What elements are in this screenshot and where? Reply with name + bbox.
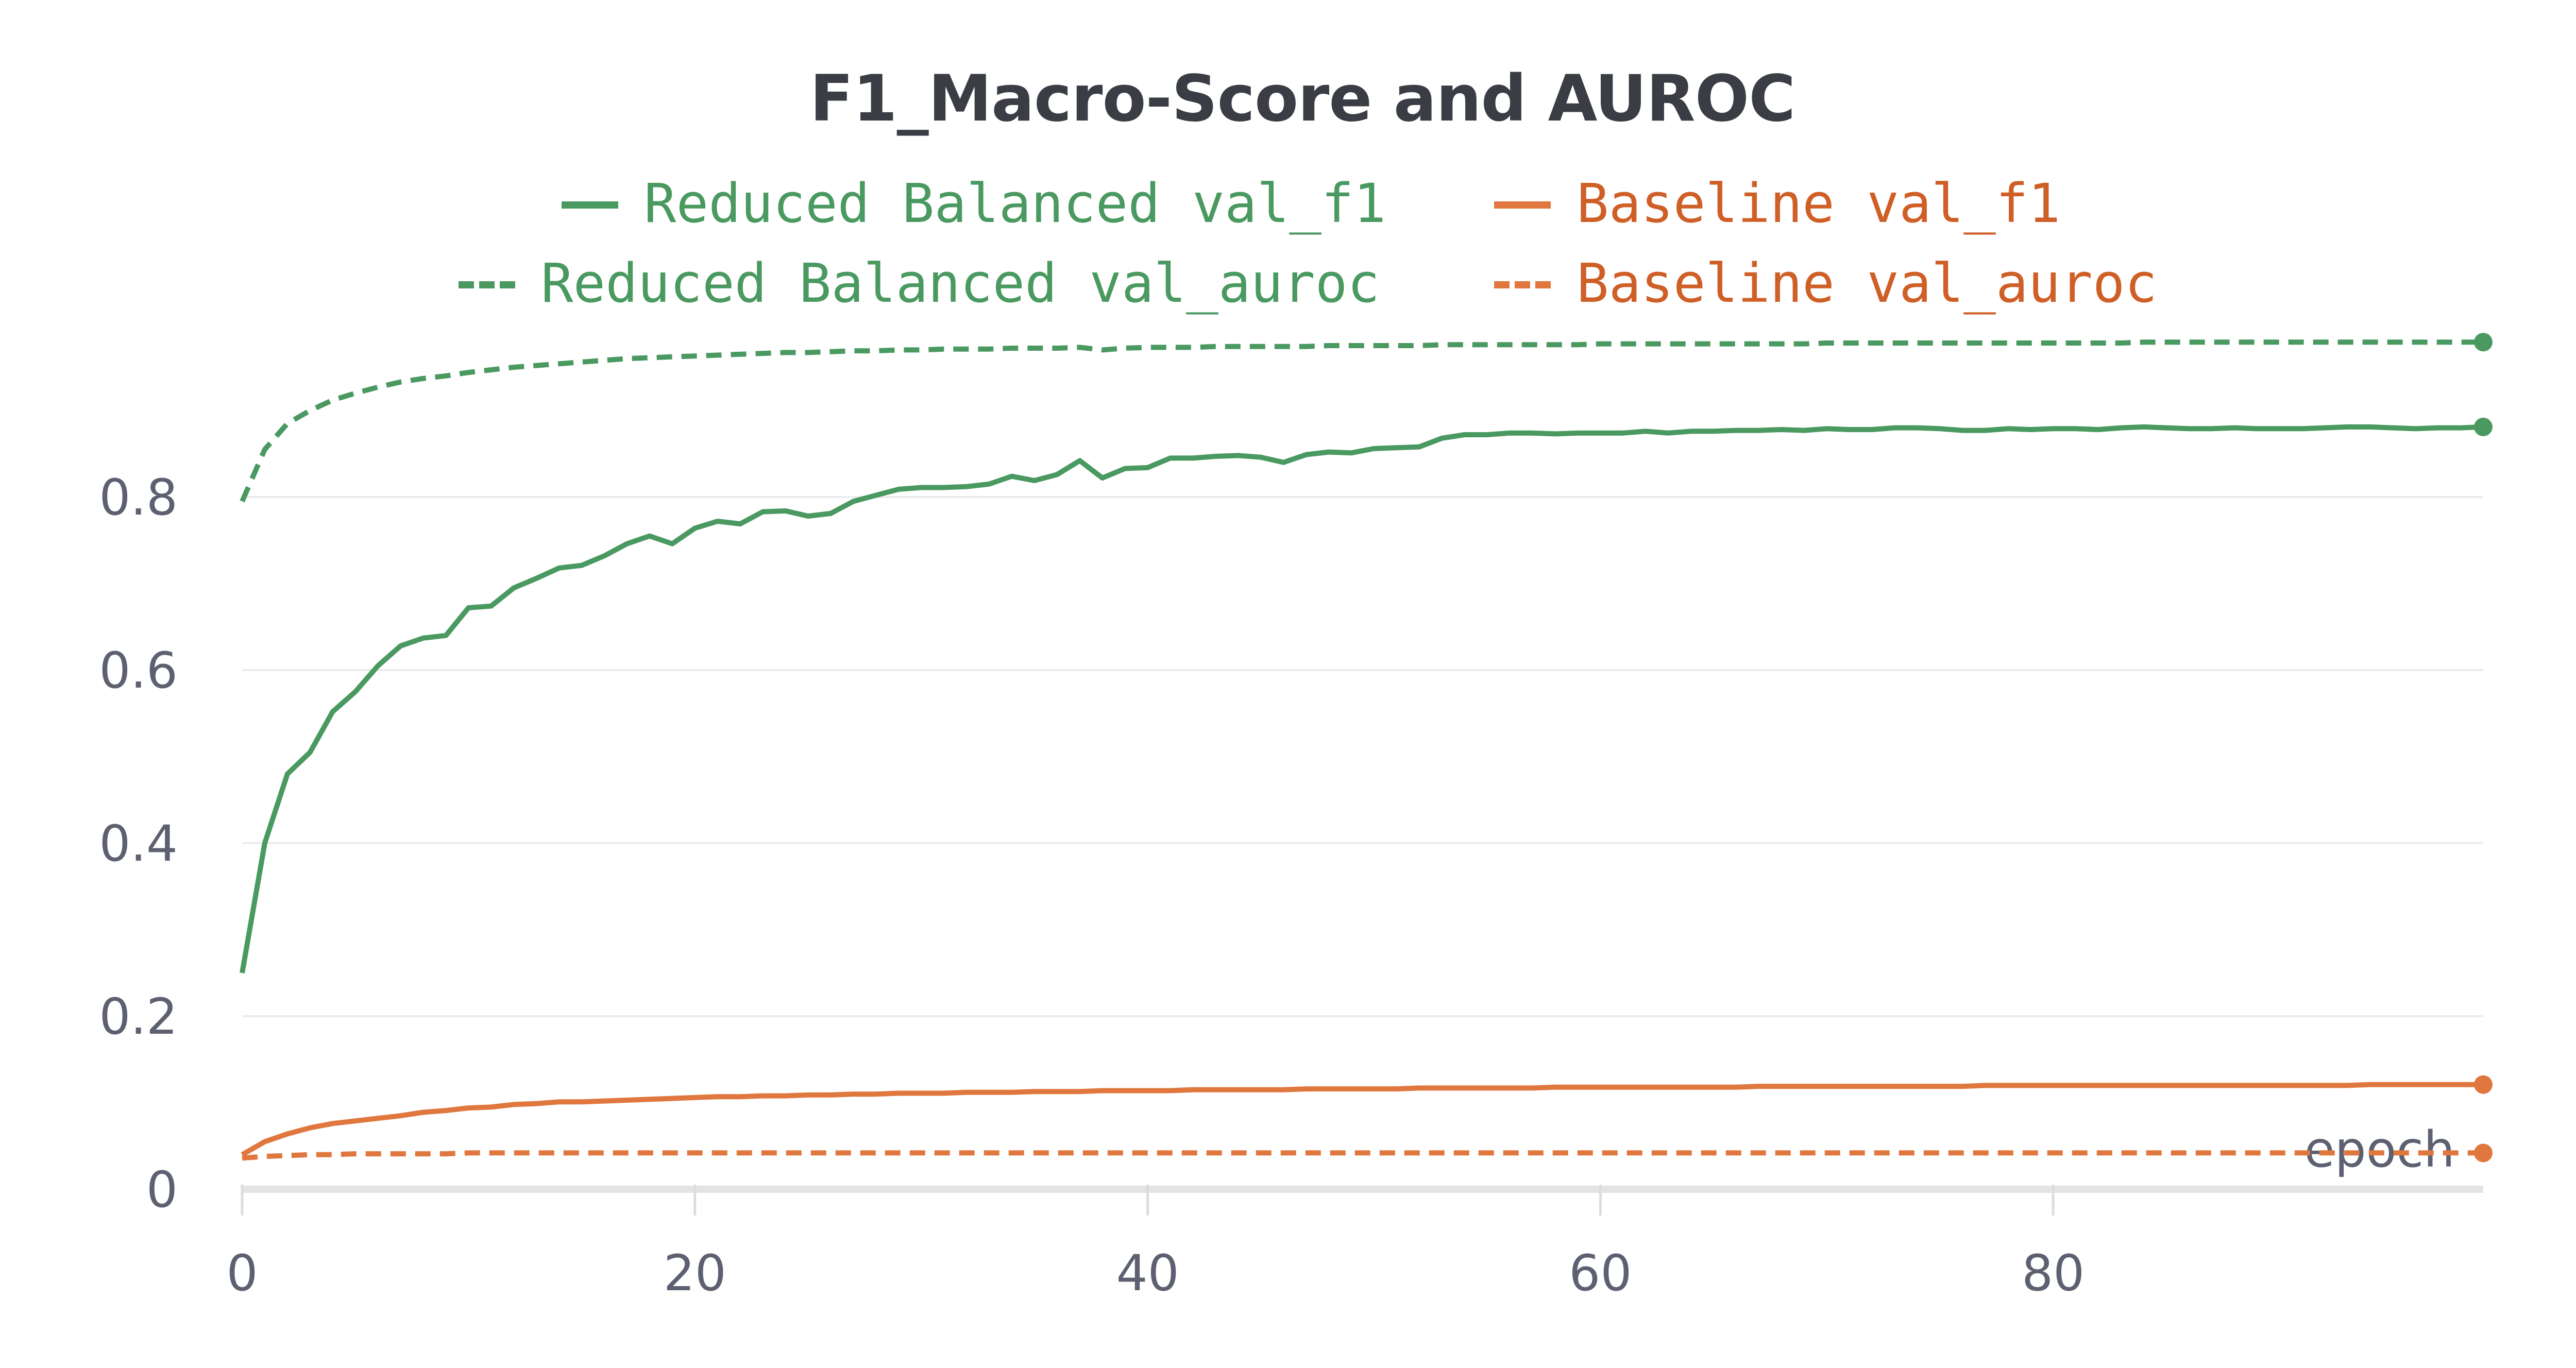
chart-title: F1_Macro-Score and AUROC: [809, 62, 1795, 136]
series-line-0: [240, 424, 2484, 973]
x-tick-label-3: 60: [1569, 1244, 1632, 1302]
y-tick-label-1: 0.2: [99, 988, 178, 1046]
legend-swatch-dashed-green: [459, 281, 515, 288]
x-tick-label-0: 0: [226, 1244, 258, 1302]
series-end-marker-3: [2474, 1143, 2493, 1162]
legend-label: Baseline val_auroc: [1577, 252, 2158, 315]
y-ticks: 0 0.2 0.4 0.6 0.8: [99, 469, 178, 1219]
y-tick-label-3: 0.6: [99, 642, 178, 699]
y-tick-label-4: 0.8: [99, 469, 178, 526]
series-end-marker-1: [2474, 1075, 2493, 1094]
x-ticks: 0 20 40 60 80: [226, 1185, 2084, 1302]
legend-swatch-solid-green: [562, 201, 618, 209]
series-line-3: [242, 1150, 2483, 1161]
x-axis-label: epoch: [2304, 1121, 2455, 1178]
series-end-marker-0: [2474, 417, 2493, 436]
x-tick-label-2: 40: [1116, 1244, 1179, 1302]
legend-label: Baseline val_f1: [1577, 172, 2061, 235]
y-tick-label-0: 0: [146, 1161, 178, 1219]
grid-lines: [242, 496, 2483, 1017]
legend-swatch-dashed-orange: [1494, 281, 1551, 288]
series-line-1: [241, 1082, 2483, 1157]
series-end-marker-2: [2474, 333, 2493, 352]
x-tick-label-4: 80: [2022, 1244, 2084, 1302]
x-tick-label-1: 20: [664, 1244, 726, 1302]
legend-label: Reduced Balanced val_auroc: [541, 252, 1380, 315]
y-tick-label-2: 0.4: [99, 815, 178, 873]
legend-label: Reduced Balanced val_f1: [644, 172, 1386, 235]
legend-swatch-solid-orange: [1494, 201, 1551, 209]
series-line-2: [240, 339, 2483, 503]
series-group: [240, 333, 2493, 1162]
